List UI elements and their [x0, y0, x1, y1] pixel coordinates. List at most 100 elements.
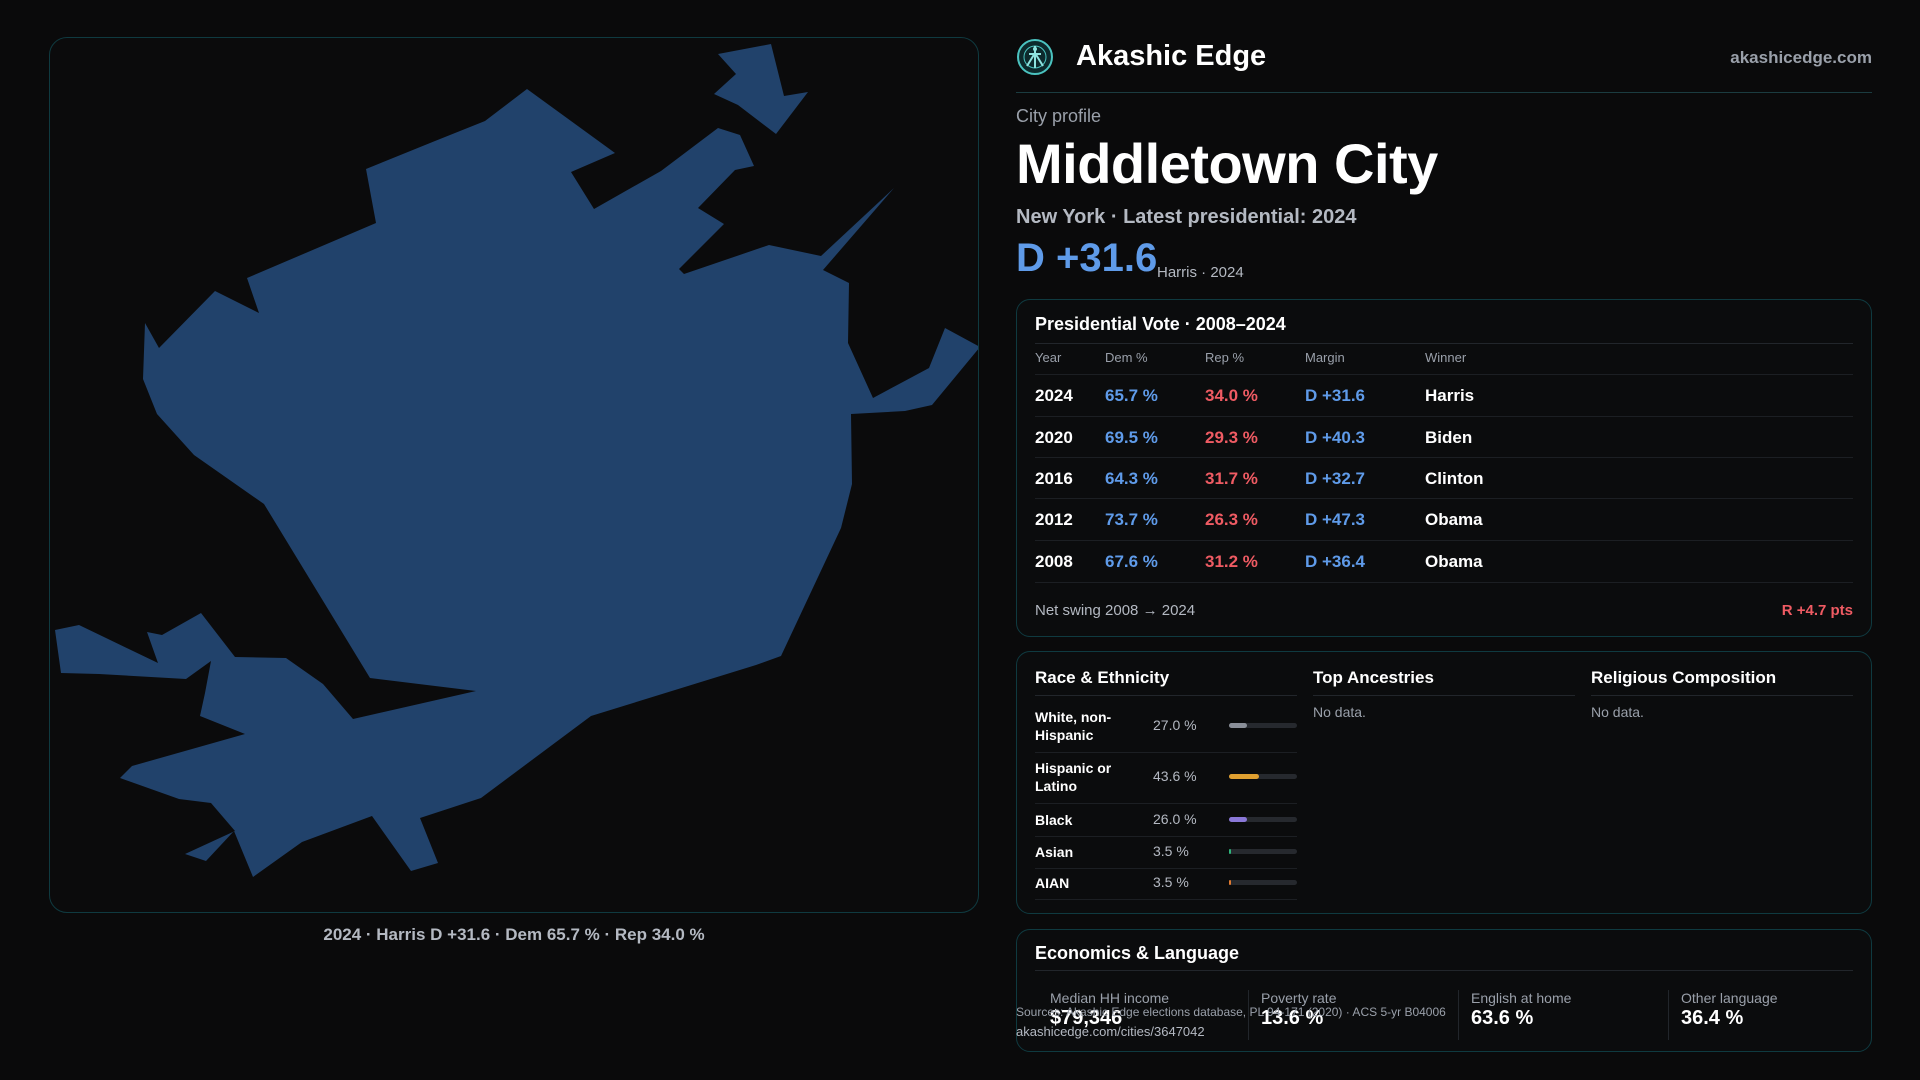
race-bar [1229, 880, 1297, 885]
stat-divider [1248, 990, 1249, 1040]
row-rep-pct: 31.7 % [1205, 469, 1258, 488]
header-divider [1016, 92, 1872, 93]
race-bar-fill [1229, 774, 1259, 779]
row-year: 2016 [1035, 469, 1073, 488]
table-row: 2016 64.3 % 31.7 % D +32.7 Clinton [1035, 457, 1853, 499]
city-boundary-map [55, 44, 979, 877]
stat-value: 63.6 % [1471, 1007, 1534, 1029]
col-header-margin: Margin [1305, 350, 1345, 365]
stat-value: 13.6 % [1261, 1007, 1324, 1029]
table-row: 2024 65.7 % 34.0 % D +31.6 Harris [1035, 374, 1853, 416]
race-section-divider [1035, 695, 1297, 696]
row-year: 2012 [1035, 510, 1073, 529]
stat-value: 36.4 % [1681, 1007, 1744, 1029]
economics-card-divider [1035, 970, 1853, 971]
economics-card-title: Economics & Language [1035, 943, 1240, 963]
brand-name[interactable]: Akashic Edge [1076, 40, 1267, 72]
stat-divider [1668, 990, 1669, 1040]
race-bar [1229, 849, 1297, 854]
demographics-card: Race & Ethnicity White, non-Hispanic 27.… [1016, 651, 1872, 914]
race-label: White, non-Hispanic [1035, 709, 1112, 743]
race-label: AIAN [1035, 875, 1070, 891]
net-swing-label: Net swing 2008 → 2024 [1035, 602, 1196, 619]
religion-section: Religious Composition No data. [1591, 652, 1853, 913]
row-margin: D +32.7 [1305, 469, 1366, 488]
row-rep-pct: 34.0 % [1205, 386, 1258, 405]
race-bar [1229, 774, 1297, 779]
religion-section-title: Religious Composition [1591, 668, 1777, 687]
economics-card: Economics & Language Median HH income $7… [1016, 929, 1872, 1052]
ancestries-section: Top Ancestries No data. [1313, 652, 1575, 913]
sources-note: Sources: Akashic Edge elections database… [1016, 1005, 1446, 1019]
race-bar-fill [1229, 849, 1232, 854]
row-winner: Biden [1425, 428, 1473, 447]
race-label: Hispanic or Latino [1035, 760, 1112, 794]
race-bar [1229, 817, 1297, 822]
race-bar-fill [1229, 817, 1247, 822]
row-year: 2008 [1035, 552, 1073, 571]
row-winner: Clinton [1425, 469, 1484, 488]
row-year: 2024 [1035, 386, 1073, 405]
page-url-link[interactable]: akashicedge.com/cities/3647042 [1016, 1024, 1205, 1039]
list-item: White, non-Hispanic 27.0 % [1035, 702, 1297, 753]
row-winner: Obama [1425, 510, 1483, 529]
col-header-dem: Dem % [1105, 350, 1148, 365]
race-pct: 27.0 % [1153, 717, 1197, 733]
race-bar-fill [1229, 880, 1232, 885]
row-margin: D +47.3 [1305, 510, 1366, 529]
race-pct: 3.5 % [1153, 874, 1189, 890]
row-dem-pct: 69.5 % [1105, 428, 1158, 447]
page-title: Middletown City [1016, 132, 1438, 195]
list-item: AIAN 3.5 % [1035, 869, 1297, 900]
table-row: 2008 67.6 % 31.2 % D +36.4 Obama [1035, 540, 1853, 583]
row-winner: Obama [1425, 552, 1483, 571]
net-swing-value: R +4.7 pts [1781, 602, 1853, 619]
page-kicker: City profile [1016, 106, 1102, 126]
list-item: Hispanic or Latino 43.6 % [1035, 753, 1297, 804]
col-header-winner: Winner [1425, 350, 1467, 365]
city-map[interactable] [49, 37, 979, 913]
page-subtitle: New York · Latest presidential: 2024 [1016, 206, 1357, 228]
race-label: Asian [1035, 844, 1074, 860]
row-winner: Harris [1425, 386, 1475, 405]
brand-header: Akashic Edge akashicedge.com [1016, 38, 1872, 78]
race-label: Black [1035, 812, 1073, 828]
race-bar-fill [1229, 723, 1248, 728]
race-pct: 26.0 % [1153, 811, 1197, 827]
row-dem-pct: 73.7 % [1105, 510, 1158, 529]
vote-card-title: Presidential Vote · 2008–2024 [1035, 314, 1286, 334]
row-rep-pct: 26.3 % [1205, 510, 1258, 529]
race-pct: 43.6 % [1153, 768, 1197, 784]
row-year: 2020 [1035, 428, 1073, 447]
col-header-year: Year [1035, 350, 1062, 365]
list-item: Asian 3.5 % [1035, 837, 1297, 869]
brand-url-link[interactable]: akashicedge.com [1730, 48, 1872, 67]
race-bar [1229, 723, 1297, 728]
stat-label: Poverty rate [1261, 990, 1337, 1006]
row-margin: D +36.4 [1305, 552, 1366, 571]
col-header-rep: Rep % [1205, 350, 1245, 365]
stat-divider [1458, 990, 1459, 1040]
religion-section-divider [1591, 695, 1853, 696]
city-boundary-shape-arm[interactable] [714, 44, 808, 134]
ancestries-section-divider [1313, 695, 1575, 696]
akashic-edge-logo-icon[interactable] [1016, 38, 1054, 76]
stat-label: English at home [1471, 990, 1572, 1006]
table-row: 2020 69.5 % 29.3 % D +40.3 Biden [1035, 416, 1853, 458]
headline-margin-note: Harris · 2024 [1157, 264, 1244, 281]
list-item: Black 26.0 % [1035, 804, 1297, 837]
row-margin: D +40.3 [1305, 428, 1366, 447]
row-margin: D +31.6 [1305, 386, 1366, 405]
ancestries-section-title: Top Ancestries [1313, 668, 1434, 687]
race-section-title: Race & Ethnicity [1035, 668, 1170, 687]
race-ethnicity-section: Race & Ethnicity White, non-Hispanic 27.… [1035, 652, 1297, 913]
ancestries-empty-text: No data. [1313, 704, 1366, 720]
row-dem-pct: 67.6 % [1105, 552, 1158, 571]
row-dem-pct: 64.3 % [1105, 469, 1158, 488]
city-boundary-shape[interactable] [55, 89, 979, 877]
map-caption: 2024 · Harris D +31.6 · Dem 65.7 % · Rep… [323, 925, 705, 944]
race-pct: 3.5 % [1153, 843, 1189, 859]
vote-card-divider [1035, 343, 1853, 344]
table-row: 2012 73.7 % 26.3 % D +47.3 Obama [1035, 498, 1853, 540]
headline-margin: D +31.6 [1016, 236, 1158, 280]
